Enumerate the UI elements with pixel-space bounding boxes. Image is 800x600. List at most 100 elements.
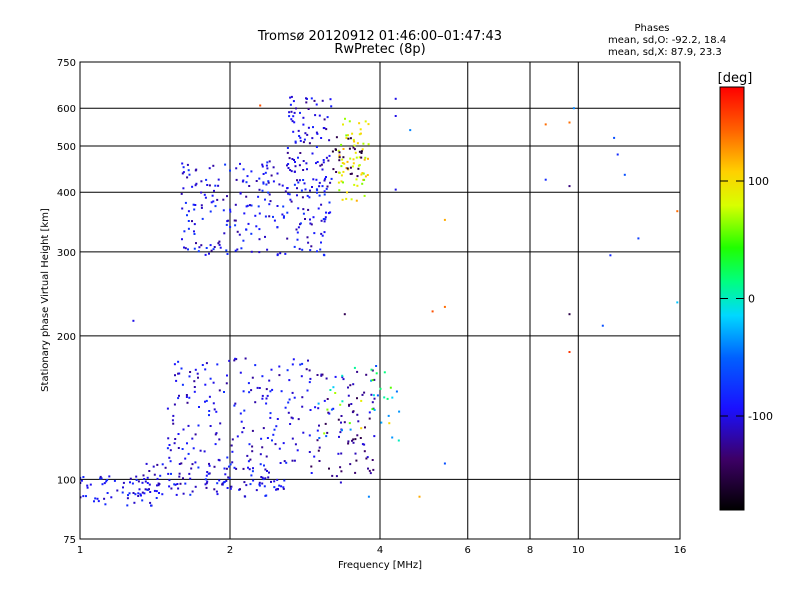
data-point xyxy=(363,194,366,197)
data-point xyxy=(105,480,108,483)
data-point xyxy=(296,194,298,197)
data-point xyxy=(195,182,198,185)
data-point xyxy=(216,482,219,485)
data-point xyxy=(364,175,367,178)
data-point xyxy=(387,414,390,417)
x-axis-label: Frequency [MHz] xyxy=(338,560,422,571)
data-point xyxy=(360,427,363,430)
data-point xyxy=(287,411,290,414)
data-point xyxy=(354,452,357,455)
data-point xyxy=(362,142,365,145)
data-point xyxy=(290,95,293,98)
y-axis-label: Stationary phase Virtual Height [km] xyxy=(40,208,51,392)
data-point xyxy=(242,467,245,470)
data-point xyxy=(368,411,371,414)
data-point xyxy=(200,180,203,183)
data-point xyxy=(264,235,266,238)
data-point xyxy=(331,474,334,477)
data-point xyxy=(178,463,181,465)
data-point xyxy=(358,122,361,125)
data-point xyxy=(369,472,372,475)
data-point xyxy=(320,137,323,139)
data-point xyxy=(276,226,279,229)
data-point xyxy=(299,139,302,142)
data-point xyxy=(280,485,283,488)
data-point xyxy=(121,491,124,494)
data-point xyxy=(216,493,219,496)
data-point xyxy=(197,424,200,427)
data-point xyxy=(243,212,246,215)
data-point xyxy=(182,187,185,190)
data-point xyxy=(212,248,215,251)
data-point xyxy=(292,130,295,133)
data-point xyxy=(266,161,269,164)
data-point xyxy=(122,481,125,484)
data-point xyxy=(133,501,136,504)
data-point xyxy=(265,164,268,167)
data-point xyxy=(268,203,271,206)
data-point xyxy=(266,394,269,397)
data-point xyxy=(326,185,329,188)
data-point xyxy=(155,490,158,493)
data-point xyxy=(104,503,107,506)
data-point xyxy=(309,222,312,225)
data-point xyxy=(280,390,283,393)
data-point xyxy=(265,388,268,391)
data-point xyxy=(251,445,254,448)
data-point xyxy=(181,162,184,165)
data-point xyxy=(312,178,315,181)
data-point xyxy=(367,157,369,160)
data-point xyxy=(318,194,321,197)
data-point xyxy=(260,437,263,440)
data-point xyxy=(249,483,252,486)
data-point xyxy=(302,141,305,144)
data-point xyxy=(208,184,211,187)
data-point xyxy=(186,442,188,445)
data-point xyxy=(324,177,327,180)
data-point xyxy=(371,459,374,461)
data-point xyxy=(282,205,285,208)
data-point xyxy=(180,462,183,465)
data-point xyxy=(169,460,172,463)
data-point xyxy=(361,393,364,396)
data-point xyxy=(258,484,261,487)
data-point xyxy=(329,98,332,101)
data-point xyxy=(676,210,679,213)
data-point xyxy=(290,170,293,173)
data-point xyxy=(303,138,306,141)
data-point xyxy=(193,230,195,233)
data-point xyxy=(251,429,254,432)
data-point xyxy=(286,147,289,149)
data-point xyxy=(270,480,272,483)
data-point xyxy=(194,485,197,488)
data-point xyxy=(311,152,314,155)
data-point xyxy=(357,167,360,170)
data-point xyxy=(217,178,220,181)
data-point xyxy=(286,369,289,372)
data-point xyxy=(297,207,300,210)
data-point xyxy=(311,186,313,188)
data-point xyxy=(169,449,172,452)
data-point xyxy=(113,479,116,482)
data-point xyxy=(310,97,313,100)
data-point xyxy=(371,369,374,372)
data-point xyxy=(345,134,348,137)
data-point xyxy=(307,208,310,211)
data-point xyxy=(213,465,216,468)
data-point xyxy=(306,236,309,239)
data-point xyxy=(204,253,207,256)
data-point xyxy=(141,491,144,494)
data-point xyxy=(99,477,102,480)
x-tick-label: 10 xyxy=(572,545,585,556)
data-point xyxy=(189,371,192,373)
data-point xyxy=(308,381,311,384)
data-point xyxy=(349,137,352,140)
data-point xyxy=(346,191,348,194)
data-point xyxy=(187,220,190,222)
data-point xyxy=(320,163,323,166)
data-point xyxy=(572,107,575,110)
data-point xyxy=(308,434,311,437)
data-point xyxy=(288,379,291,382)
data-point xyxy=(143,492,146,495)
data-point xyxy=(272,180,275,183)
